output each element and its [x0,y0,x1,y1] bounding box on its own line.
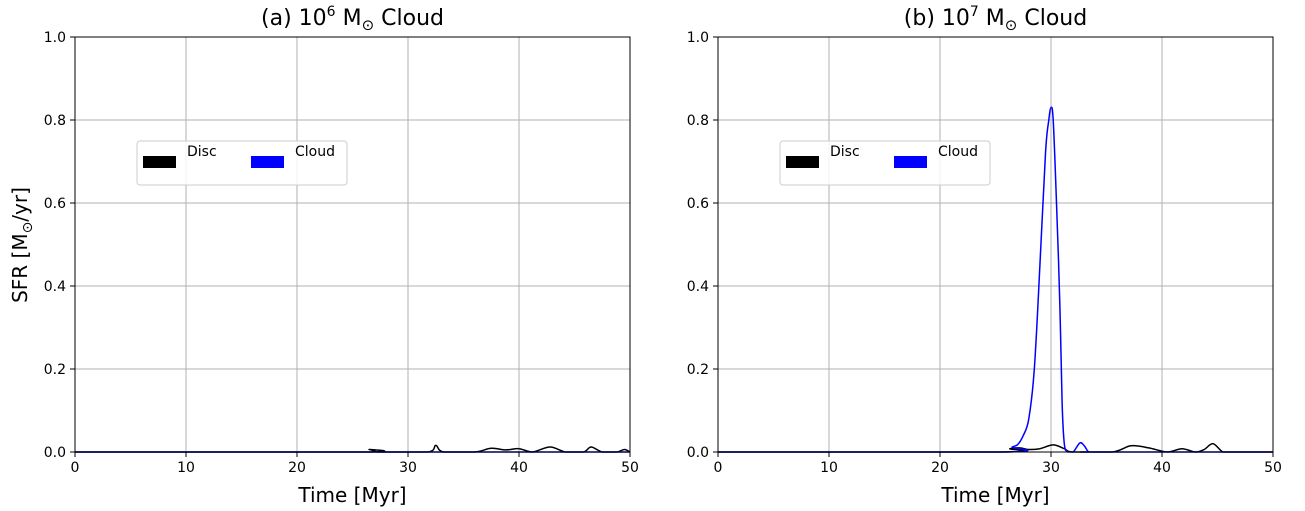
title-tail: Cloud [1017,6,1087,31]
x-tick-label: 20 [288,460,306,476]
y-tick-label: 1.0 [687,30,709,46]
x-tick-label: 20 [931,460,949,476]
legend-swatch-cloud [894,156,927,168]
legend-label-disc: Disc [830,144,860,160]
legend-label-cloud: Cloud [295,144,335,160]
legend: Disc Cloud [779,140,991,186]
series-layer [75,444,631,453]
series-line-disc [75,444,631,453]
x-tick-label: 30 [1042,460,1060,476]
x-tick-label: 50 [621,460,639,476]
y-tick-label: 0.8 [687,113,709,129]
series-line-cloud [718,106,1273,453]
legend-swatch-disc [143,156,176,168]
panel-title: (a) 106 M⊙ Cloud [261,4,444,34]
y-tick-label: 0.2 [687,362,709,378]
y-axis-label: SFR [M⊙/yr] [8,187,36,303]
x-tick-label: 10 [177,460,195,476]
y-tick-label: 0.4 [687,279,709,295]
legend-label-cloud: Cloud [938,144,978,160]
y-tick-label: 0.4 [44,279,66,295]
y-axis-label-sub: ⊙ [20,222,36,234]
y-axis-label-main: SFR [M [8,233,32,303]
title-exponent: 7 [970,4,979,20]
panel-title: (b) 107 M⊙ Cloud [904,4,1087,34]
y-axis-label-tail: /yr] [8,187,32,222]
y-tick-label: 0.0 [44,445,66,461]
tick-layer: 0 10 20 30 40 50 0.0 0.2 0.4 0.6 0.8 1.0 [687,30,1282,476]
y-tick-label: 0.0 [687,445,709,461]
plot-frame [74,36,631,453]
y-tick-label: 1.0 [44,30,66,46]
plot-frame [717,36,1274,453]
panel-b: 0 10 20 30 40 50 0.0 0.2 0.4 0.6 0.8 1.0 (b) 107 M⊙… [687,4,1282,507]
title-tail: Cloud [374,6,444,31]
title-exponent: 6 [327,4,336,20]
grid-lines [717,36,1274,453]
y-tick-label: 0.8 [44,113,66,129]
title-subscript: ⊙ [1005,16,1018,34]
title-suffix: M [979,6,1005,31]
x-axis-label: Time [Myr] [297,483,406,507]
title-subscript: ⊙ [362,16,375,34]
x-axis-label: Time [Myr] [940,483,1049,507]
legend-frame [136,140,348,186]
legend-label-disc: Disc [187,144,217,160]
x-tick-label: 0 [714,460,723,476]
legend: Disc Cloud [136,140,348,186]
title-prefix: (a) 10 [261,6,327,31]
series-line-disc [718,442,1273,453]
title-suffix: M [336,6,362,31]
x-tick-label: 30 [399,460,417,476]
tick-layer: 0 10 20 30 40 50 0.0 0.2 0.4 0.6 0.8 1.0 [44,30,639,476]
x-tick-label: 10 [820,460,838,476]
legend-swatch-cloud [251,156,284,168]
y-tick-label: 0.6 [687,196,709,212]
panel-a: 0 10 20 30 40 50 0.0 0.2 0.4 0.6 0.8 1.0 (a) 106 M⊙… [44,4,639,507]
grid-lines [74,36,631,453]
y-tick-label: 0.2 [44,362,66,378]
legend-swatch-disc [786,156,819,168]
x-tick-label: 50 [1264,460,1282,476]
x-tick-label: 40 [1153,460,1171,476]
x-tick-label: 40 [510,460,528,476]
x-tick-label: 0 [71,460,80,476]
y-tick-label: 0.6 [44,196,66,212]
title-prefix: (b) 10 [904,6,970,31]
legend-frame [779,140,991,186]
